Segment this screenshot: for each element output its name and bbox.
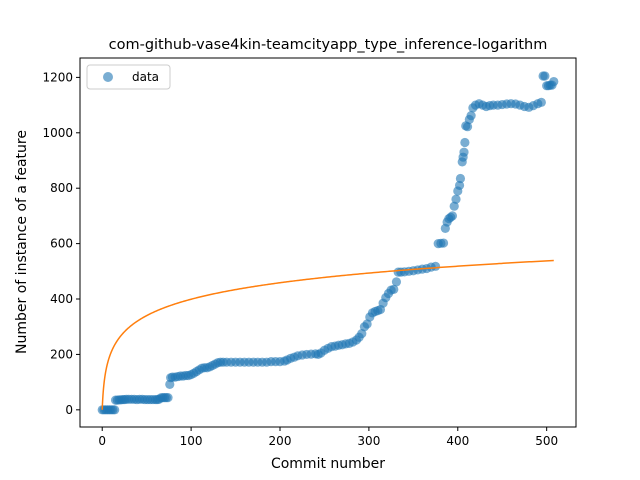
data-point [163, 393, 173, 403]
x-tick-label: 200 [269, 434, 292, 448]
y-tick-label: 1000 [42, 126, 73, 140]
fit-line [101, 259, 554, 410]
data-point [540, 71, 550, 81]
legend-box [86, 64, 171, 90]
legend-marker [103, 72, 113, 82]
data-point [459, 147, 469, 157]
y-tick-label: 0 [65, 403, 73, 417]
data-point [391, 277, 402, 287]
y-tick-label: 400 [50, 292, 73, 306]
x-tick-label: 500 [535, 434, 558, 448]
data-point [536, 97, 546, 107]
data-point [447, 211, 458, 221]
x-axis-label: Commit number [271, 456, 385, 472]
x-tick-label: 300 [357, 434, 380, 448]
x-axis: 0 100 200 300 400 500 [98, 427, 558, 448]
data-point [438, 238, 449, 248]
data-point [357, 329, 367, 339]
y-tick-label: 600 [50, 237, 73, 251]
data-point [455, 173, 466, 184]
x-tick-label: 100 [180, 434, 203, 448]
y-tick-label: 200 [50, 347, 73, 361]
data-point [549, 76, 559, 87]
data-point [449, 201, 459, 211]
plot-frame [79, 57, 577, 428]
y-axis-label: Number of instance of a feature [14, 130, 30, 354]
data-point [466, 111, 476, 121]
legend-label: data [132, 70, 159, 84]
data-point [462, 122, 473, 132]
data-point [454, 180, 465, 191]
data-point [460, 137, 470, 148]
data-point [430, 261, 441, 271]
y-tick-label: 1200 [42, 70, 73, 84]
data-point [110, 405, 120, 415]
data-point [362, 319, 372, 329]
x-tick-label: 0 [98, 434, 106, 448]
plot-area [97, 71, 559, 415]
chart-title: com-github-vase4kin-teamcityapp_type_inf… [109, 37, 548, 53]
y-tick-label: 800 [50, 181, 73, 195]
legend: data [86, 64, 171, 90]
data-point [451, 194, 461, 204]
x-tick-label: 400 [446, 434, 469, 448]
y-axis: 0 200 400 600 800 1000 1200 [42, 70, 80, 417]
data-point [389, 284, 399, 294]
